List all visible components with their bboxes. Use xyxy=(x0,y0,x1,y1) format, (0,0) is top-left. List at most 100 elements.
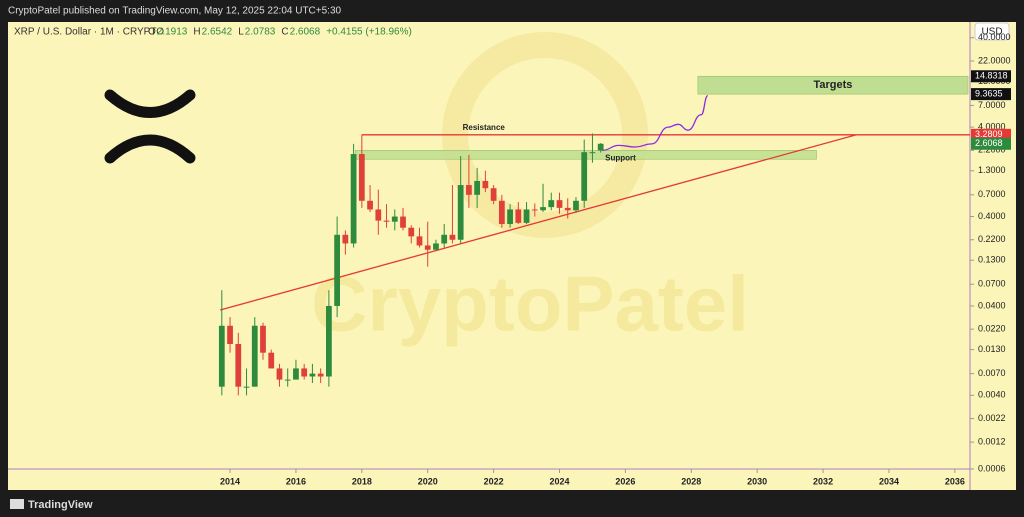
x-tick-label: 2022 xyxy=(484,476,504,486)
candle-body xyxy=(309,373,316,377)
x-tick-label: 2032 xyxy=(813,476,833,486)
y-tick-label: 0.1300 xyxy=(978,255,1006,265)
candle-body xyxy=(564,207,571,211)
x-tick-label: 2026 xyxy=(615,476,635,486)
y-tick-label: 4.0000 xyxy=(978,122,1006,132)
header: CryptoPatel published on TradingView.com… xyxy=(8,6,342,17)
candle-body xyxy=(441,234,448,244)
price-label-box xyxy=(971,137,1011,150)
candle-body xyxy=(507,209,513,225)
candle-body xyxy=(498,200,505,225)
y-tick-label: 0.0012 xyxy=(978,436,1006,446)
footer: TradingView xyxy=(28,499,93,511)
y-tick-label: 0.0700 xyxy=(978,279,1006,289)
candle-body xyxy=(474,180,481,195)
candle-body xyxy=(457,185,464,240)
y-tick-label: 7.0000 xyxy=(978,100,1006,110)
candle-body xyxy=(482,180,489,189)
x-tick-label: 2014 xyxy=(220,476,240,486)
zone-label: Support xyxy=(605,153,636,162)
logo-top xyxy=(104,89,196,118)
candle-body xyxy=(334,234,341,306)
x-tick-label: 2018 xyxy=(352,476,372,486)
y-tick-label: 0.0220 xyxy=(978,324,1006,334)
candle-body xyxy=(260,325,266,353)
y-tick-label: 0.0130 xyxy=(978,344,1006,354)
candle-body xyxy=(293,368,299,380)
y-tick-label: 40.0000 xyxy=(978,32,1011,42)
symbol: XRP / U.S. Dollar · 1M · CRYPTO xyxy=(14,27,164,38)
candle-body xyxy=(466,185,472,195)
candle-body xyxy=(367,200,373,210)
legend-key: L xyxy=(238,27,244,38)
price-label: 3.2809 xyxy=(975,129,1003,139)
x-tick-label: 2020 xyxy=(418,476,438,486)
candle-body xyxy=(391,216,398,222)
x-tick-label: 2016 xyxy=(286,476,306,486)
candle-body xyxy=(589,152,596,154)
candle-body xyxy=(433,243,439,250)
candle-body xyxy=(383,220,390,222)
candle-body xyxy=(515,209,522,223)
currency-box[interactable] xyxy=(974,22,1010,41)
candle-body xyxy=(317,373,324,377)
logo-bottom xyxy=(104,134,196,164)
candle-body xyxy=(268,352,275,369)
x-tick-label: 2036 xyxy=(945,476,965,486)
x-tick-label: 2024 xyxy=(549,476,569,486)
legend-key: C xyxy=(281,27,288,38)
y-tick-label: 0.0400 xyxy=(978,300,1006,310)
price-label-box xyxy=(971,88,1011,101)
candle-body xyxy=(375,209,382,221)
candle-body xyxy=(449,234,456,240)
y-tick-label: 22.0000 xyxy=(978,55,1011,65)
y-tick-label: 0.4000 xyxy=(978,211,1006,221)
watermark: CryptoPatel xyxy=(311,260,749,348)
legend-change: +0.4155 (+18.96%) xyxy=(326,27,412,38)
y-tick-label: 0.0040 xyxy=(978,390,1006,400)
xrp-logo xyxy=(104,89,196,164)
trend-line xyxy=(219,134,857,311)
price-label: 9.3635 xyxy=(975,88,1003,98)
candle-body xyxy=(424,245,431,250)
candle-body xyxy=(597,143,604,151)
price-label: 14.8318 xyxy=(975,71,1008,81)
candle-body xyxy=(251,325,258,387)
tv-logo xyxy=(10,499,24,509)
candle-body xyxy=(342,234,349,244)
candle-body xyxy=(490,188,497,201)
projection xyxy=(602,95,709,152)
legend-key: H xyxy=(193,27,200,38)
candle-body xyxy=(573,200,579,211)
x-tick-label: 2030 xyxy=(747,476,767,486)
candle-body xyxy=(227,325,233,345)
zone xyxy=(697,75,969,95)
candle-body xyxy=(416,236,423,246)
candle-body xyxy=(326,305,332,377)
x-tick-label: 2028 xyxy=(681,476,701,486)
candle-body xyxy=(523,209,530,223)
y-tick-label: 0.0006 xyxy=(978,463,1006,473)
line-label: Resistance xyxy=(463,123,506,132)
y-tick-label: 0.2200 xyxy=(978,234,1006,244)
zone-label: Targets xyxy=(813,79,852,91)
candle-body xyxy=(531,209,538,211)
candle-body xyxy=(581,152,588,201)
y-tick-label: 0.7000 xyxy=(978,189,1006,199)
price-label-box xyxy=(971,70,1011,83)
candle-body xyxy=(243,386,250,388)
candle-body xyxy=(218,325,225,387)
footer-bar xyxy=(0,492,1024,517)
legend-value: 2.0783 xyxy=(245,27,276,38)
currency: USD xyxy=(981,27,1002,38)
y-tick-label: 1.3000 xyxy=(978,165,1006,175)
y-tick-label: 0.0070 xyxy=(978,368,1006,378)
candle-body xyxy=(276,368,283,380)
candle-body xyxy=(400,216,406,228)
candle-body xyxy=(284,379,291,381)
candle-body xyxy=(235,344,242,387)
candle-body xyxy=(301,368,308,377)
candle-body xyxy=(556,200,563,208)
candle-body xyxy=(358,154,365,201)
